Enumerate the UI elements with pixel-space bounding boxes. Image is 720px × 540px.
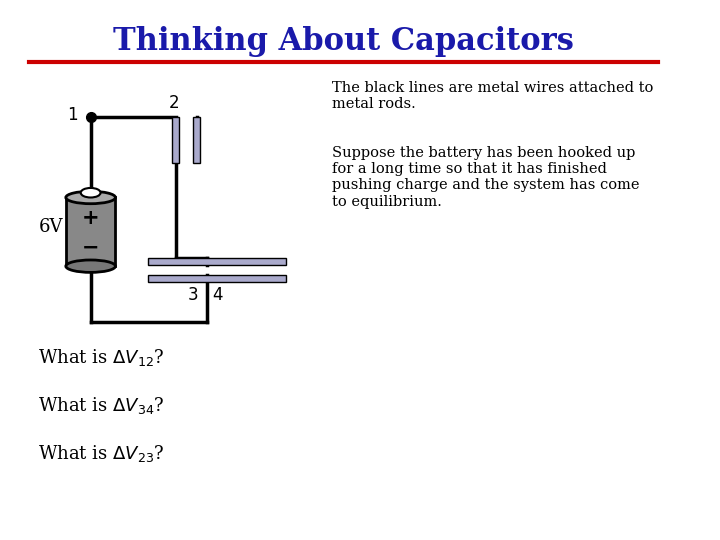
Ellipse shape	[66, 191, 115, 204]
Text: 4: 4	[212, 286, 222, 303]
Bar	[171, 117, 179, 163]
Text: 1: 1	[67, 106, 77, 124]
Ellipse shape	[81, 188, 101, 198]
Text: Suppose the battery has been hooked up
for a long time so that it has finished
p: Suppose the battery has been hooked up f…	[332, 146, 639, 208]
Bar	[66, 198, 115, 266]
Text: The black lines are metal wires attached to
metal rods.: The black lines are metal wires attached…	[332, 81, 653, 111]
Ellipse shape	[66, 260, 115, 272]
Text: Thinking About Capacitors: Thinking About Capacitors	[113, 25, 574, 57]
Text: +: +	[82, 208, 99, 228]
Bar	[148, 258, 286, 265]
Text: 6V: 6V	[38, 218, 63, 236]
Bar	[193, 117, 200, 163]
Text: 2: 2	[168, 93, 179, 112]
Text: What is $\Delta V_{12}$?: What is $\Delta V_{12}$?	[38, 347, 165, 368]
Text: What is $\Delta V_{23}$?: What is $\Delta V_{23}$?	[38, 443, 165, 464]
Text: What is $\Delta V_{34}$?: What is $\Delta V_{34}$?	[38, 395, 165, 416]
Text: 3: 3	[188, 286, 199, 303]
Text: −: −	[82, 237, 99, 257]
Bar	[148, 275, 286, 282]
